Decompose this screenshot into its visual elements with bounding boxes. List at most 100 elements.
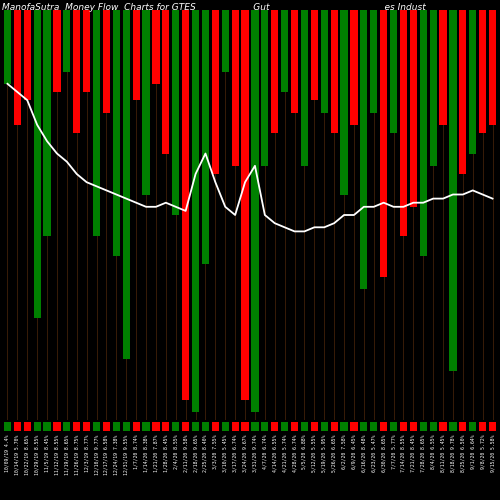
Bar [252, 10, 258, 412]
Bar [14, 422, 21, 431]
Bar [122, 422, 130, 431]
Text: 5/26/20 6.65%: 5/26/20 6.65% [332, 434, 336, 472]
Text: 6/9/20 6.45%: 6/9/20 6.45% [352, 434, 356, 469]
Bar [410, 422, 417, 431]
Bar [460, 10, 466, 174]
Text: ManofaSutra  Money Flow  Charts for GTES                    Gut                 : ManofaSutra Money Flow Charts for GTES G… [2, 2, 426, 12]
Text: 5/5/20 6.88%: 5/5/20 6.88% [302, 434, 307, 469]
Bar [44, 10, 51, 235]
Bar [103, 10, 110, 113]
Bar [34, 422, 40, 431]
Text: 9/8/20 5.72%: 9/8/20 5.72% [480, 434, 485, 469]
Bar [252, 422, 258, 431]
Text: 6/30/20 8.65%: 6/30/20 8.65% [381, 434, 386, 472]
Text: 3/31/20 9.74%: 3/31/20 9.74% [252, 434, 258, 472]
Text: 11/5/19 8.45%: 11/5/19 8.45% [44, 434, 50, 472]
Bar [73, 10, 80, 133]
Bar [93, 10, 100, 235]
Bar [301, 422, 308, 431]
Bar [4, 422, 11, 431]
Bar [271, 10, 278, 133]
Bar [242, 10, 248, 400]
Bar [64, 10, 70, 72]
Bar [93, 422, 100, 431]
Bar [192, 10, 199, 412]
Bar [103, 422, 110, 431]
Text: 11/12/19 8.55%: 11/12/19 8.55% [54, 434, 60, 474]
Bar [83, 422, 90, 431]
Text: 1/21/20 7.87%: 1/21/20 7.87% [154, 434, 158, 472]
Bar [14, 10, 21, 125]
Bar [182, 10, 189, 400]
Bar [232, 10, 238, 166]
Text: 12/17/19 6.58%: 12/17/19 6.58% [104, 434, 109, 474]
Bar [479, 422, 486, 431]
Text: 4/7/20 6.74%: 4/7/20 6.74% [262, 434, 268, 469]
Bar [222, 422, 229, 431]
Text: 11/19/19 8.65%: 11/19/19 8.65% [64, 434, 70, 474]
Bar [212, 422, 219, 431]
Bar [340, 422, 347, 431]
Bar [479, 10, 486, 133]
Bar [360, 422, 368, 431]
Bar [34, 10, 40, 318]
Bar [262, 422, 268, 431]
Bar [113, 422, 120, 431]
Text: 9/1/20 6.64%: 9/1/20 6.64% [470, 434, 475, 469]
Bar [172, 422, 180, 431]
Text: 8/4/20 6.55%: 8/4/20 6.55% [430, 434, 436, 469]
Bar [281, 10, 288, 92]
Text: 2/11/20 9.58%: 2/11/20 9.58% [183, 434, 188, 472]
Bar [44, 422, 51, 431]
Text: 3/3/20 7.55%: 3/3/20 7.55% [213, 434, 218, 469]
Bar [291, 10, 298, 113]
Bar [330, 10, 338, 133]
Bar [54, 10, 60, 92]
Bar [301, 10, 308, 166]
Bar [400, 10, 407, 235]
Bar [202, 422, 209, 431]
Text: 7/28/20 8.65%: 7/28/20 8.65% [421, 434, 426, 472]
Text: 1/7/20 8.74%: 1/7/20 8.74% [134, 434, 138, 469]
Bar [291, 422, 298, 431]
Bar [212, 10, 219, 174]
Bar [380, 10, 387, 276]
Text: 10/09/19 4.4%: 10/09/19 4.4% [5, 434, 10, 472]
Text: 8/25/20 6.50%: 8/25/20 6.50% [460, 434, 466, 472]
Text: 4/21/20 5.74%: 4/21/20 5.74% [282, 434, 287, 472]
Bar [469, 422, 476, 431]
Text: 2/4/20 8.55%: 2/4/20 8.55% [174, 434, 178, 469]
Bar [350, 10, 358, 125]
Bar [142, 10, 150, 194]
Bar [420, 10, 427, 256]
Bar [370, 10, 378, 113]
Text: 1/14/20 8.38%: 1/14/20 8.38% [144, 434, 148, 472]
Bar [380, 422, 387, 431]
Text: 10/14/19 5.70%: 10/14/19 5.70% [15, 434, 20, 474]
Bar [430, 10, 436, 166]
Bar [400, 422, 407, 431]
Text: 5/19/20 5.95%: 5/19/20 5.95% [322, 434, 327, 472]
Bar [340, 10, 347, 194]
Bar [152, 10, 160, 84]
Text: 2/18/20 9.65%: 2/18/20 9.65% [193, 434, 198, 472]
Bar [460, 422, 466, 431]
Bar [162, 422, 170, 431]
Bar [489, 422, 496, 431]
Bar [450, 10, 456, 371]
Text: 12/24/19 7.38%: 12/24/19 7.38% [114, 434, 119, 474]
Bar [390, 10, 397, 133]
Text: 10/29/19 8.55%: 10/29/19 8.55% [34, 434, 40, 474]
Bar [24, 422, 31, 431]
Text: 10/22/19 8.65%: 10/22/19 8.65% [25, 434, 30, 474]
Bar [232, 422, 238, 431]
Bar [440, 10, 446, 125]
Text: 4/28/20 6.74%: 4/28/20 6.74% [292, 434, 297, 472]
Text: 3/17/20 6.74%: 3/17/20 6.74% [232, 434, 237, 472]
Text: 5/12/20 5.55%: 5/12/20 5.55% [312, 434, 317, 472]
Text: 7/14/20 8.55%: 7/14/20 8.55% [401, 434, 406, 472]
Bar [360, 10, 368, 289]
Text: 11/26/19 8.75%: 11/26/19 8.75% [74, 434, 79, 474]
Bar [390, 422, 397, 431]
Bar [450, 422, 456, 431]
